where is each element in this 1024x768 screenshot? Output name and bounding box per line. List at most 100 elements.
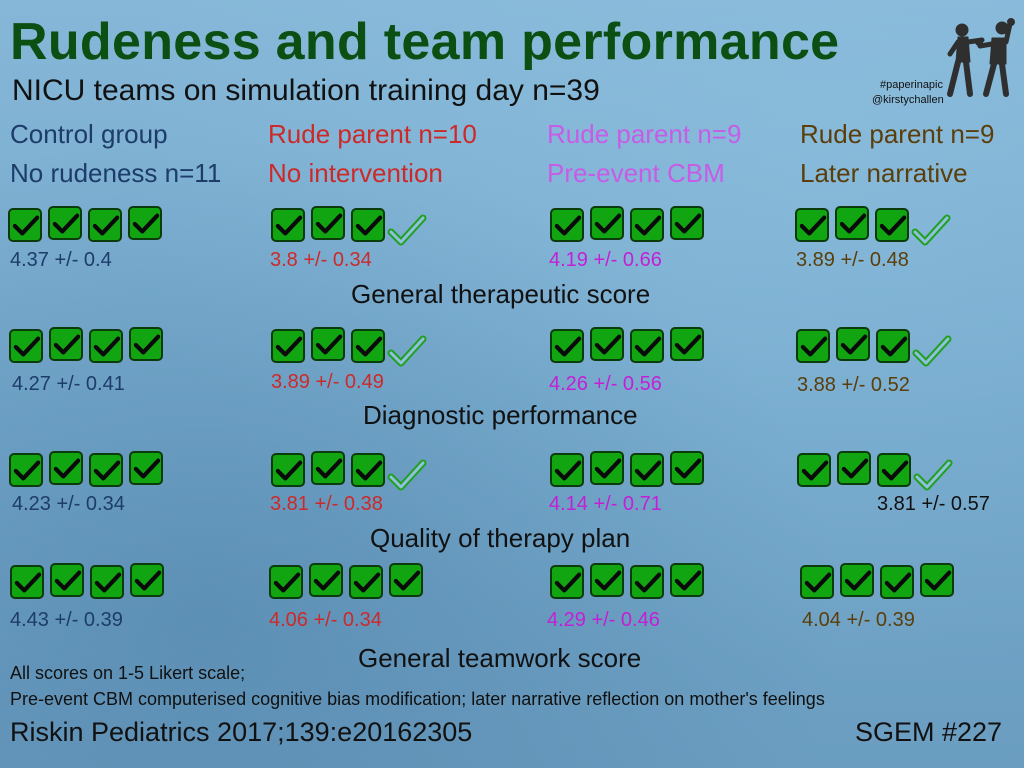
check-filled-icon (128, 206, 162, 240)
check-filled-icon (10, 565, 44, 599)
check-filled-icon (590, 206, 624, 240)
hashtag-label: #paperinapic (880, 79, 943, 91)
score-value: 4.19 +/- 0.66 (549, 249, 662, 271)
check-filled-icon (590, 563, 624, 597)
score-value: 3.88 +/- 0.52 (797, 374, 910, 396)
score-value: 4.43 +/- 0.39 (10, 609, 123, 631)
category-label: General teamwork score (358, 643, 642, 673)
check-filled-icon (877, 453, 911, 487)
check-filled-icon (875, 208, 909, 242)
check-filled-icon (311, 206, 345, 240)
score-value: 3.81 +/- 0.38 (270, 493, 383, 515)
note-definitions: Pre-event CBM computerised cognitive bia… (10, 689, 825, 709)
score-value: 4.26 +/- 0.56 (549, 373, 662, 395)
check-filled-icon (8, 208, 42, 242)
check-outline-icon (387, 333, 427, 374)
check-filled-icon (271, 208, 305, 242)
check-filled-icon (50, 563, 84, 597)
check-filled-icon (89, 453, 123, 487)
check-filled-icon (49, 451, 83, 485)
score-value: 3.8 +/- 0.34 (270, 249, 372, 271)
group-narrative-line1: Rude parent n=9 (800, 119, 995, 149)
check-filled-icon (670, 451, 704, 485)
fighting-figures-icon (947, 18, 1015, 97)
check-filled-icon (88, 208, 122, 242)
check-filled-icon (630, 565, 664, 599)
page-subtitle: NICU teams on simulation training day n=… (12, 74, 600, 107)
score-value: 4.06 +/- 0.34 (269, 609, 382, 631)
score-value: 4.04 +/- 0.39 (802, 609, 915, 631)
page-title: Rudeness and team performance (10, 13, 840, 71)
check-filled-icon (89, 329, 123, 363)
check-filled-icon (797, 453, 831, 487)
check-filled-icon (800, 565, 834, 599)
check-filled-icon (630, 453, 664, 487)
note-likert: All scores on 1-5 Likert scale; (10, 663, 246, 683)
check-filled-icon (795, 208, 829, 242)
check-filled-icon (550, 208, 584, 242)
citation: Riskin Pediatrics 2017;139:e20162305 (10, 717, 473, 747)
check-filled-icon (48, 206, 82, 240)
score-value: 4.14 +/- 0.71 (549, 493, 662, 515)
group-control-line2: No rudeness n=11 (10, 158, 222, 188)
check-filled-icon (130, 563, 164, 597)
check-outline-icon (913, 457, 953, 498)
score-value: 3.81 +/- 0.57 (877, 493, 990, 515)
check-filled-icon (590, 327, 624, 361)
group-control-line1: Control group (10, 119, 168, 149)
check-filled-icon (269, 565, 303, 599)
check-filled-icon (835, 206, 869, 240)
group-cbm-line2: Pre-event CBM (547, 158, 725, 188)
group-cbm-line1: Rude parent n=9 (547, 119, 742, 149)
category-label: Diagnostic performance (363, 400, 638, 430)
check-filled-icon (836, 327, 870, 361)
check-filled-icon (9, 329, 43, 363)
score-value: 4.37 +/- 0.4 (10, 249, 112, 271)
group-narrative-line2: Later narrative (800, 158, 968, 188)
score-value: 4.29 +/- 0.46 (547, 609, 660, 631)
check-filled-icon (129, 451, 163, 485)
check-filled-icon (920, 563, 954, 597)
check-outline-icon (387, 457, 427, 498)
check-filled-icon (311, 451, 345, 485)
score-value: 3.89 +/- 0.48 (796, 249, 909, 271)
check-filled-icon (876, 329, 910, 363)
handle-label: @kirstychallen (872, 94, 944, 106)
check-filled-icon (49, 327, 83, 361)
check-filled-icon (351, 453, 385, 487)
check-filled-icon (129, 327, 163, 361)
check-filled-icon (670, 563, 704, 597)
check-filled-icon (837, 451, 871, 485)
check-filled-icon (550, 329, 584, 363)
check-filled-icon (389, 563, 423, 597)
check-filled-icon (796, 329, 830, 363)
episode-label: SGEM #227 (855, 717, 1003, 747)
check-filled-icon (90, 565, 124, 599)
score-value: 4.23 +/- 0.34 (12, 493, 125, 515)
check-outline-icon (911, 212, 951, 253)
score-value: 3.89 +/- 0.49 (271, 371, 384, 393)
check-outline-icon (912, 333, 952, 374)
check-filled-icon (349, 565, 383, 599)
check-filled-icon (590, 451, 624, 485)
check-filled-icon (840, 563, 874, 597)
group-no-intervention-line1: Rude parent n=10 (268, 119, 477, 149)
check-outline-icon (387, 212, 427, 253)
category-label: Quality of therapy plan (370, 523, 631, 553)
check-filled-icon (271, 329, 305, 363)
check-filled-icon (670, 327, 704, 361)
check-filled-icon (550, 453, 584, 487)
check-filled-icon (271, 453, 305, 487)
check-filled-icon (311, 327, 345, 361)
group-no-intervention-line2: No intervention (268, 158, 443, 188)
check-filled-icon (550, 565, 584, 599)
check-filled-icon (351, 329, 385, 363)
check-filled-icon (670, 206, 704, 240)
check-filled-icon (880, 565, 914, 599)
check-filled-icon (9, 453, 43, 487)
check-filled-icon (630, 208, 664, 242)
category-label: General therapeutic score (351, 279, 651, 309)
score-value: 4.27 +/- 0.41 (12, 373, 125, 395)
check-filled-icon (309, 563, 343, 597)
check-filled-icon (630, 329, 664, 363)
